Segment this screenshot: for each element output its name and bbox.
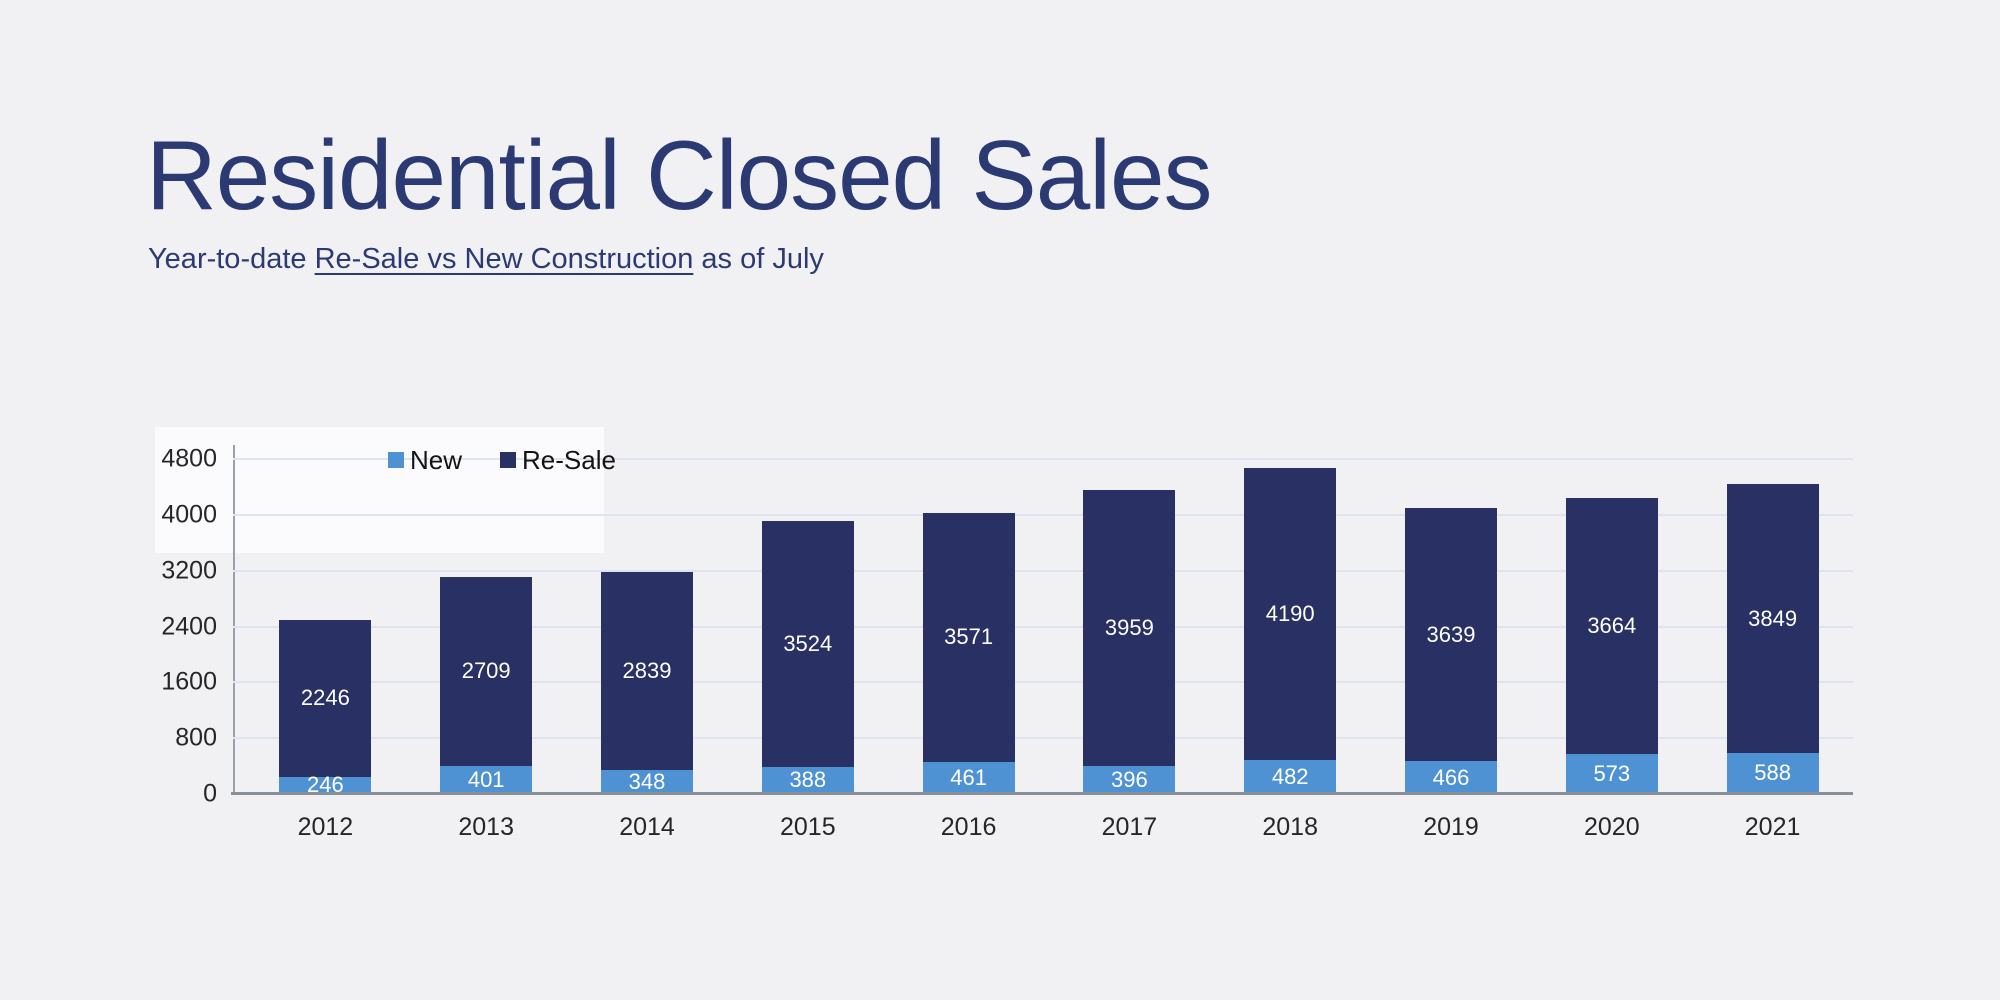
bar-segment-resale-2012: 2246 <box>279 620 372 777</box>
bar-2020: 3664 573 <box>1565 498 1658 794</box>
bar-2013: 2709 401 <box>440 576 533 794</box>
y-tick-label-0: 0 <box>203 779 217 808</box>
bar-value-resale-2017: 3959 <box>1104 615 1154 641</box>
bar-segment-resale-2019: 3639 <box>1405 507 1497 762</box>
bar-value-new-2016: 461 <box>950 764 987 790</box>
bar-segment-resale-2017: 3959 <box>1083 490 1176 767</box>
gridline-4800 <box>233 458 1853 460</box>
bar-segment-resale-2018: 4190 <box>1244 467 1337 761</box>
page-title: Residential Closed Sales <box>146 120 1212 230</box>
plot-area: 2246 246 2709 401 2839 348 3524 388 3571 461 3959 3… <box>233 458 1853 798</box>
bar-segment-new-2015: 388 <box>761 766 854 794</box>
y-tick-label-4800: 4800 <box>161 444 217 473</box>
subtitle-prefix: Year-to-date <box>148 243 315 275</box>
bar-value-resale-2020: 3664 <box>1587 613 1637 639</box>
bar-2019: 3639 466 <box>1405 507 1497 794</box>
x-tick-label-2015: 2015 <box>779 813 836 841</box>
bar-value-new-2015: 388 <box>789 767 827 793</box>
y-tick-label-4000: 4000 <box>161 500 217 529</box>
legend-item-new: New <box>388 447 462 473</box>
x-axis-line <box>231 792 1853 795</box>
bar-segment-new-2017: 396 <box>1083 766 1176 794</box>
legend-swatch-re-sale <box>500 452 517 468</box>
x-tick-label-2013: 2013 <box>458 813 514 841</box>
bar-segment-resale-2016: 3571 <box>922 512 1015 762</box>
bar-segment-resale-2021: 3849 <box>1726 484 1819 753</box>
subtitle-underlined-text: Re-Sale vs New Construction <box>314 243 694 275</box>
x-tick-label-2012: 2012 <box>297 813 354 841</box>
bar-segment-resale-2020: 3664 <box>1565 498 1658 754</box>
gridline-4000 <box>233 513 1853 516</box>
y-tick-label-1600: 1600 <box>161 667 217 696</box>
bar-value-resale-2014: 2839 <box>622 657 672 683</box>
bar-2015: 3524 388 <box>761 520 854 794</box>
x-tick-label-2019: 2019 <box>1423 813 1479 841</box>
x-tick-label-2018: 2018 <box>1262 813 1318 841</box>
bar-segment-resale-2014: 2839 <box>601 571 693 770</box>
bar-value-new-2017: 396 <box>1111 767 1148 793</box>
bar-2014: 2839 348 <box>601 571 693 794</box>
bar-value-new-2020: 573 <box>1593 760 1631 786</box>
bar-value-new-2019: 466 <box>1432 764 1470 790</box>
bar-value-new-2021: 588 <box>1754 760 1791 786</box>
bar-value-resale-2016: 3571 <box>944 624 994 650</box>
background-highlight-panel <box>155 427 604 553</box>
bar-2018: 4190 482 <box>1244 467 1337 794</box>
y-axis-tick-labels: 0 800 1600 2400 3200 4000 4800 <box>95 445 225 808</box>
gridline-1600 <box>233 681 1853 684</box>
y-tick-label-2400: 2400 <box>161 612 217 640</box>
chart-legend: New Re-Sale <box>388 447 616 473</box>
bar-value-resale-2021: 3849 <box>1748 605 1798 631</box>
subtitle-suffix: as of July <box>693 243 824 275</box>
bar-segment-resale-2013: 2709 <box>440 576 533 767</box>
legend-label-re-sale: Re-Sale <box>522 445 616 475</box>
bar-segment-new-2014: 348 <box>601 768 693 794</box>
legend-label-new: New <box>410 445 463 475</box>
gridline-800 <box>233 737 1853 740</box>
y-tick-label-3200: 3200 <box>161 556 217 585</box>
gridline-3200 <box>233 569 1853 572</box>
x-tick-label-2020: 2020 <box>1583 813 1640 841</box>
bar-segment-new-2021: 588 <box>1726 752 1819 794</box>
bar-value-new-2014: 348 <box>628 768 666 794</box>
legend-swatch-new <box>388 452 404 468</box>
bar-segment-new-2019: 466 <box>1405 761 1497 794</box>
bar-value-resale-2018: 4190 <box>1265 601 1315 627</box>
bar-segment-new-2018: 482 <box>1244 760 1337 794</box>
x-tick-label-2016: 2016 <box>940 813 997 841</box>
y-axis-line <box>233 445 235 794</box>
bar-segment-new-2016: 461 <box>922 761 1015 794</box>
bar-2016: 3571 461 <box>922 512 1015 794</box>
bar-2012: 2246 246 <box>279 620 372 798</box>
x-tick-label-2021: 2021 <box>1744 813 1801 841</box>
bar-value-resale-2015: 3524 <box>783 630 833 656</box>
x-tick-label-2014: 2014 <box>619 813 675 841</box>
bar-value-resale-2013: 2709 <box>461 658 511 684</box>
legend-item-re-sale: Re-Sale <box>500 447 616 473</box>
bar-value-new-2018: 482 <box>1271 764 1309 790</box>
bar-value-new-2012: 246 <box>307 772 344 798</box>
bar-segment-new-2020: 573 <box>1565 754 1658 794</box>
bar-2021: 3849 588 <box>1726 484 1819 794</box>
bar-segment-resale-2015: 3524 <box>761 520 854 767</box>
gridline-2400 <box>233 625 1853 628</box>
bar-value-resale-2012: 2246 <box>300 685 350 711</box>
bar-value-new-2013: 401 <box>467 767 505 792</box>
bar-segment-new-2012: 246 <box>279 772 372 798</box>
x-tick-label-2017: 2017 <box>1101 813 1158 841</box>
page-subtitle: Year-to-date Re-Sale vs New Construction… <box>148 243 824 276</box>
bar-2017: 3959 396 <box>1083 490 1176 794</box>
bar-value-resale-2019: 3639 <box>1426 621 1476 647</box>
y-tick-label-800: 800 <box>175 723 217 752</box>
bar-segment-new-2013: 401 <box>440 766 533 794</box>
